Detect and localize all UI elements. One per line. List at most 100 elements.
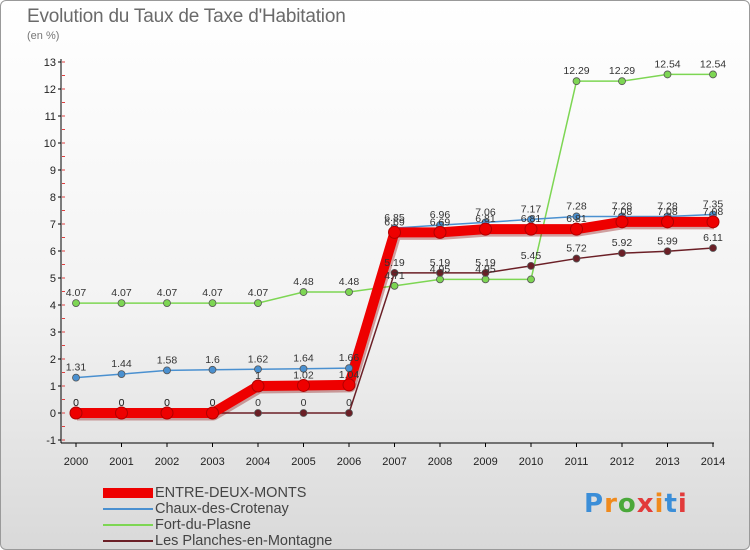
y-tick-label: 11 [45,111,56,123]
data-label-les-planches-en-montagne: 5.19 [384,257,405,269]
data-point-fort-du-plasne [72,299,80,308]
legend-label: ENTRE-DEUX-MONTS [155,485,307,501]
legend-swatch-chaux-des-crotenay [103,508,153,510]
data-label-chaux-des-crotenay: 7.35 [703,199,724,211]
data-point-chaux-des-crotenay [117,370,126,379]
data-point-fort-du-plasne [618,77,626,86]
x-tick-label: 2012 [610,456,634,468]
data-point-entre-deux-monts [570,222,583,236]
legend-swatch-fort-du-plasne [103,524,153,526]
data-label-chaux-des-crotenay: 1.62 [248,353,269,365]
data-label-fort-du-plasne: 4.48 [293,276,314,288]
data-point-fort-du-plasne [117,299,126,308]
data-label-entre-deux-monts: 0 [73,397,79,409]
data-point-entre-deux-monts [206,406,219,420]
data-point-fort-du-plasne [254,299,262,308]
data-label-entre-deux-monts: 6.81 [475,213,496,225]
data-label-chaux-des-crotenay: 6.96 [430,209,451,221]
data-label-chaux-des-crotenay: 1.58 [157,354,178,366]
data-point-chaux-des-crotenay [572,212,581,221]
data-label-entre-deux-monts: 1.02 [293,369,314,381]
data-label-chaux-des-crotenay: 7.17 [521,203,542,215]
logo-letter: i [677,489,688,519]
legend-label: Fort-du-Plasne [155,517,251,533]
data-point-entre-deux-monts [479,222,492,236]
legend-swatch-entre-deux-monts [103,488,153,498]
data-label-entre-deux-monts: 0 [164,397,170,409]
data-point-fort-du-plasne [709,70,717,79]
logo-letter: o [617,489,637,519]
data-label-les-planches-en-montagne: 0 [301,397,307,409]
data-label-entre-deux-monts: 1 [255,370,261,382]
proxiti-logo: Proxiti [584,489,688,519]
data-label-fort-du-plasne: 12.54 [654,58,680,70]
data-label-chaux-des-crotenay: 7.28 [612,200,633,212]
data-label-les-planches-en-montagne: 5.19 [475,257,496,269]
data-point-fort-du-plasne [663,70,672,79]
data-label-chaux-des-crotenay: 7.06 [475,206,496,218]
data-label-fort-du-plasne: 4.07 [111,287,132,299]
data-point-fort-du-plasne [390,281,399,290]
data-point-les-planches-en-montagne [254,409,262,417]
x-tick-label: 2006 [337,456,361,468]
data-point-fort-du-plasne [527,275,535,284]
data-label-entre-deux-monts: 0 [210,397,216,409]
y-tick-label: 5 [50,273,56,285]
data-label-les-planches-en-montagne: 5.72 [566,243,587,255]
data-label-chaux-des-crotenay: 1.66 [339,352,360,364]
data-point-entre-deux-monts [615,215,629,229]
data-point-chaux-des-crotenay [72,373,80,382]
legend-label: Les Planches-en-Montagne [155,533,333,549]
x-tick-label: 2001 [109,456,133,468]
data-point-entre-deux-monts [388,225,401,239]
x-tick-label: 2014 [701,456,725,468]
data-label-entre-deux-monts: 0 [119,397,125,409]
data-point-entre-deux-monts [115,406,128,420]
data-label-les-planches-en-montagne: 5.45 [521,250,542,262]
data-label-chaux-des-crotenay: 7.28 [566,200,587,212]
data-label-chaux-des-crotenay: 1.31 [66,362,87,374]
data-label-entre-deux-monts: 7.08 [703,206,724,218]
x-tick-label: 2011 [565,456,589,468]
legend-label: Chaux-des-Crotenay [155,501,289,517]
data-label-entre-deux-monts: 1.04 [339,369,360,381]
y-tick-label: 0 [50,408,56,420]
data-point-entre-deux-monts [661,215,674,229]
data-label-fort-du-plasne: 4.48 [339,276,360,288]
data-point-entre-deux-monts [433,225,447,239]
logo-letter: P [584,489,605,519]
data-label-fort-du-plasne: 4.71 [384,270,405,282]
data-label-les-planches-en-montagne: 0 [164,397,170,409]
data-point-entre-deux-monts [706,215,720,229]
data-label-fort-du-plasne: 4.07 [248,287,269,299]
y-tick-label: 13 [44,57,56,69]
y-tick-label: 2 [50,354,56,366]
data-point-les-planches-en-montagne [299,409,308,417]
data-point-les-planches-en-montagne [390,268,399,277]
data-label-entre-deux-monts: 6.81 [566,213,587,225]
data-label-les-planches-en-montagne: 5.19 [430,257,451,269]
data-label-chaux-des-crotenay: 1.64 [293,353,314,365]
y-tick-label: 4 [50,300,56,312]
data-label-les-planches-en-montagne: 0 [346,397,352,409]
data-point-fort-du-plasne [481,275,490,284]
y-tick-label: 1 [50,381,56,393]
data-point-les-planches-en-montagne [709,244,717,252]
data-label-les-planches-en-montagne: 0 [210,397,216,409]
data-label-chaux-des-crotenay: 1.44 [111,358,132,370]
chart-title: Evolution du Taux de Taxe d'Habitation [27,6,346,27]
y-tick-label: -1 [46,435,56,447]
data-label-entre-deux-monts: 6.81 [521,213,542,225]
data-point-fort-du-plasne [436,275,444,284]
data-label-chaux-des-crotenay: 6.85 [384,212,405,224]
data-label-les-planches-en-montagne: 5.92 [612,237,633,249]
data-label-les-planches-en-montagne: 0 [119,397,125,409]
data-point-entre-deux-monts [251,379,265,393]
legend-swatch-les-planches [103,540,153,542]
x-tick-label: 2009 [473,456,497,468]
data-label-fort-du-plasne: 4.07 [202,287,223,299]
data-label-les-planches-en-montagne: 0 [255,397,261,409]
data-point-les-planches-en-montagne [481,268,490,277]
